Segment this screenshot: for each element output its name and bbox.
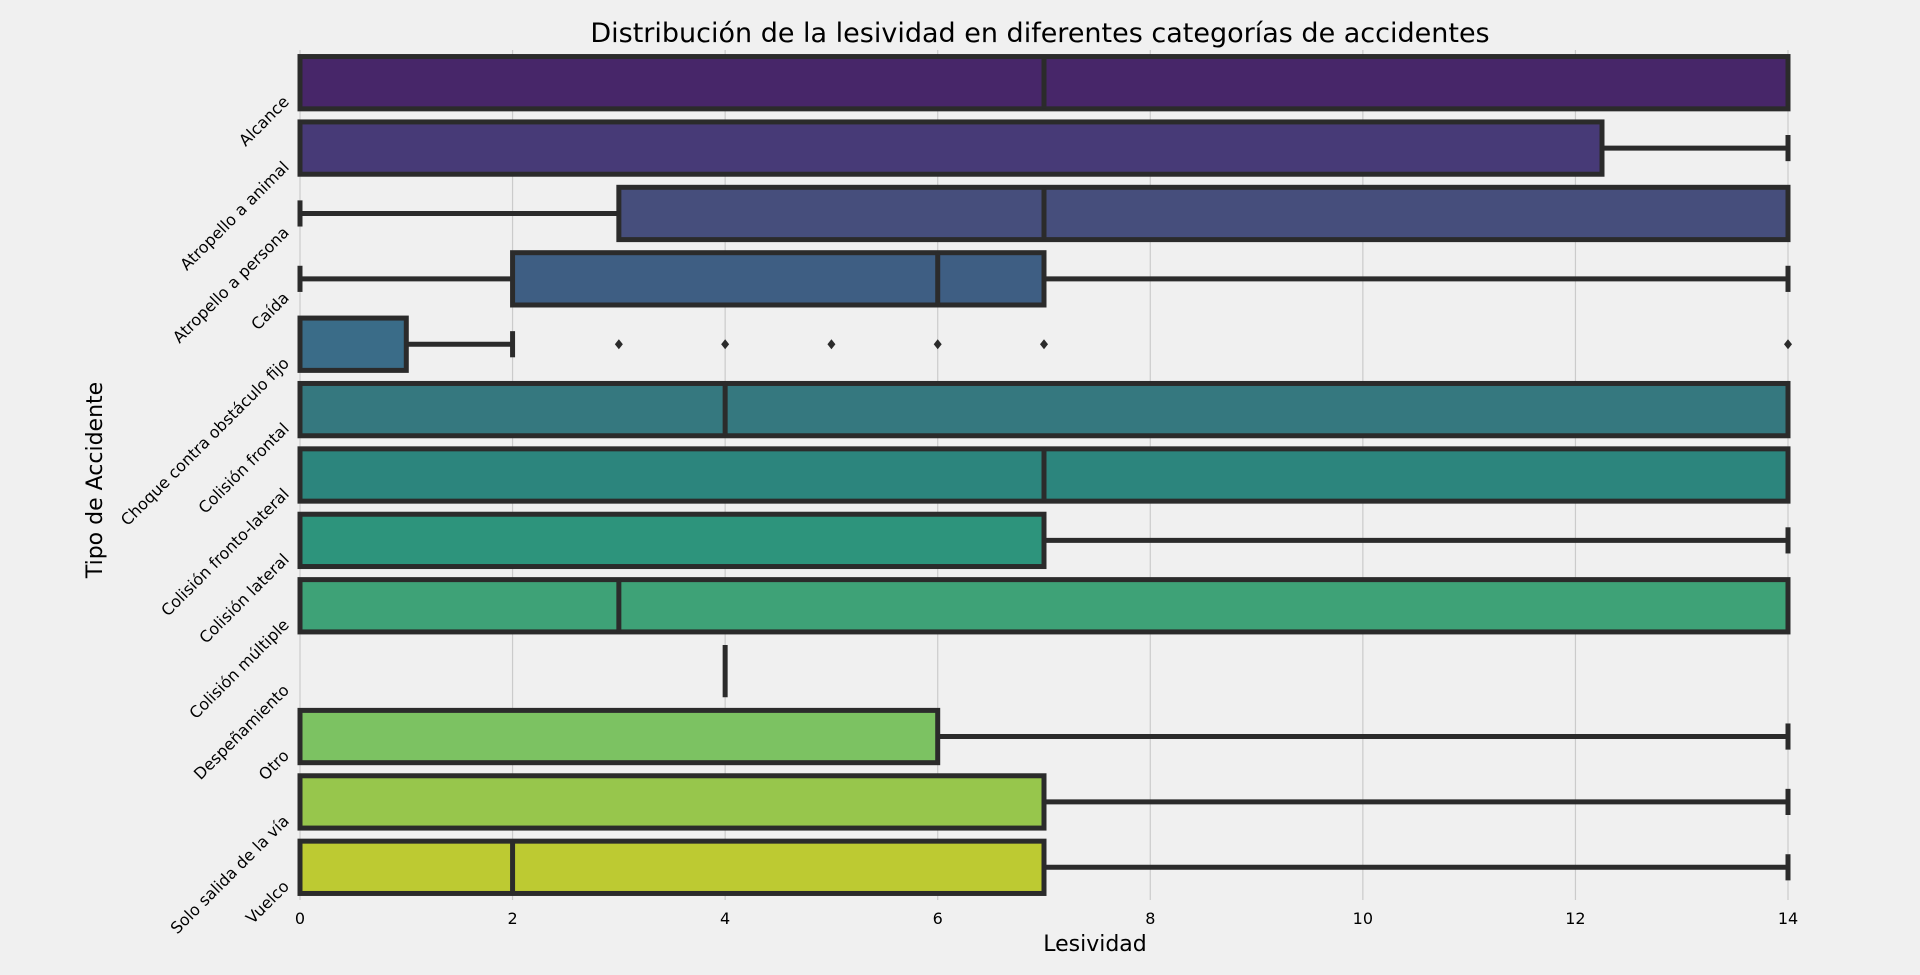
box-group — [297, 446, 1791, 504]
x-axis-label: Lesividad — [1043, 932, 1147, 957]
box-group — [297, 119, 1791, 177]
box — [297, 380, 1791, 439]
box-group — [297, 54, 1791, 112]
outlier-point — [614, 339, 623, 350]
x-tick-label: 10 — [1353, 909, 1373, 928]
box — [297, 315, 409, 373]
outlier-point — [1040, 339, 1048, 350]
x-tick-label: 8 — [1145, 909, 1155, 928]
outlier-point — [827, 339, 836, 350]
y-category-label: Solo salida de la vía — [167, 811, 293, 937]
y-axis-label: Tipo de Accidente — [83, 382, 108, 579]
outlier-point — [1784, 339, 1792, 350]
y-category-label: Atropello a animal — [176, 157, 293, 274]
box-group — [297, 250, 1791, 308]
y-category-label: Atropello a persona — [169, 223, 293, 347]
box-group — [297, 773, 1791, 831]
box — [297, 511, 1047, 570]
y-category-label: Vuelco — [242, 877, 293, 928]
y-category-label: Alcance — [235, 92, 293, 150]
x-tick-label: 4 — [720, 909, 730, 928]
box — [297, 577, 1791, 635]
x-tick-label: 6 — [933, 909, 943, 928]
box — [510, 250, 1047, 308]
outlier-point — [933, 339, 942, 350]
x-tick-label: 0 — [295, 909, 305, 928]
box — [297, 119, 1605, 177]
box — [297, 773, 1047, 831]
box-group — [297, 184, 1791, 243]
box-group — [297, 707, 1791, 766]
box — [616, 184, 1791, 243]
x-axis-ticks: 0 2 4 6 8 10 12 14 — [295, 909, 1798, 928]
outlier-point — [721, 339, 730, 350]
box — [297, 707, 941, 766]
y-category-label: Caída — [247, 288, 293, 334]
x-tick-label: 2 — [507, 909, 517, 928]
box-group — [297, 577, 1791, 635]
box-group — [297, 511, 1791, 570]
x-tick-label: 12 — [1565, 909, 1585, 928]
y-category-label: Colisión fronto-lateral — [157, 484, 293, 620]
chart-title: Distribución de la lesividad en diferent… — [590, 18, 1489, 49]
box-group — [297, 315, 1792, 373]
box-series — [297, 54, 1792, 896]
box-group — [297, 838, 1791, 896]
y-category-label: Otro — [255, 746, 293, 784]
box — [297, 838, 1047, 896]
x-tick-label: 14 — [1778, 909, 1798, 928]
box-group — [297, 380, 1791, 439]
